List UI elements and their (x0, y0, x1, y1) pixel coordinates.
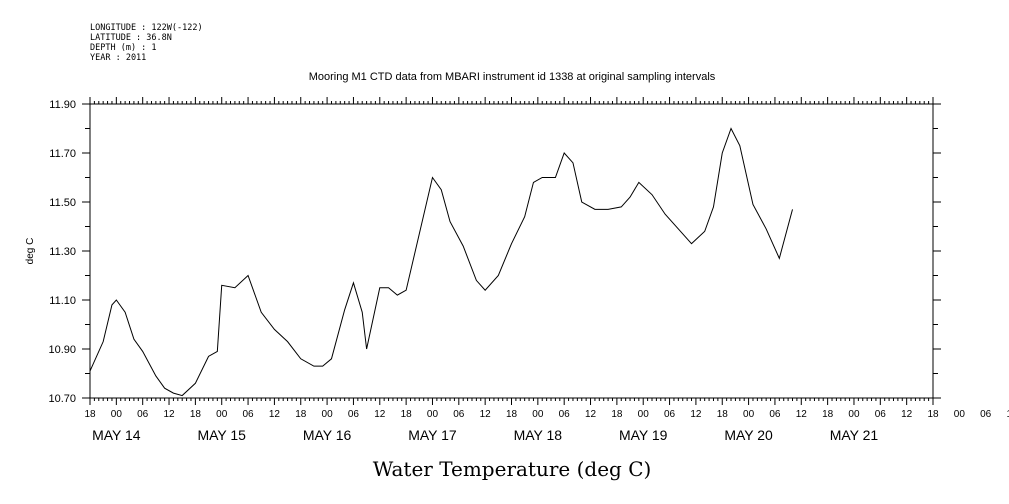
y-tick-label: 10.90 (48, 344, 76, 356)
x-tick-labels: 18 00 06 12 18 00 06 12 18 00 06 12 18 00 06 12 18 00 06 12… (84, 409, 1009, 420)
metadata-block: LONGITUDE : 122W(-122) LATITUDE : 36.8N … (90, 23, 203, 63)
x-hour-label: 12 (1006, 409, 1009, 420)
x-hour-label: 06 (769, 409, 781, 420)
x-hour-label: 12 (269, 409, 281, 420)
y-axis-label: deg C (25, 238, 36, 265)
y-tick-label: 11.50 (49, 197, 76, 209)
x-day-label: MAY 15 (197, 427, 246, 443)
x-hour-label: 06 (137, 409, 149, 420)
x-hour-label: 00 (638, 409, 650, 420)
x-day-label: MAY 18 (514, 427, 563, 443)
y-tick-label: 11.10 (49, 295, 76, 307)
x-day-labels: MAY 14 MAY 15 MAY 16 MAY 17 MAY 18 MAY 19 MAY … (92, 427, 878, 443)
temperature-series-line (89, 127, 793, 397)
x-hour-label: 06 (243, 409, 255, 420)
chart-title: Mooring M1 CTD data from MBARI instrumen… (309, 71, 716, 83)
x-hour-label: 06 (875, 409, 887, 420)
x-hour-label: 12 (374, 409, 386, 420)
x-hour-label: 18 (506, 409, 518, 420)
x-hour-label: 06 (980, 409, 992, 420)
x-axis-label: Water Temperature (deg C) (373, 457, 652, 481)
x-hour-label: 12 (163, 409, 175, 420)
x-hour-label: 00 (954, 409, 966, 420)
y-tick-labels: 10.70 10.90 11.10 11.30 11.50 11.70 11.90 (48, 99, 76, 405)
axis-ticks (82, 97, 941, 405)
meta-line-depth: DEPTH (m) : 1 (90, 43, 157, 53)
y-tick-label: 11.30 (49, 246, 76, 258)
x-hour-label: 12 (901, 409, 913, 420)
x-day-label: MAY 14 (92, 427, 141, 443)
x-hour-label: 18 (717, 409, 729, 420)
x-hour-label: 18 (611, 409, 623, 420)
x-day-label: MAY 21 (830, 427, 879, 443)
x-hour-label: 12 (480, 409, 492, 420)
x-day-label: MAY 17 (408, 427, 457, 443)
x-hour-label: 00 (743, 409, 755, 420)
x-hour-label: 18 (84, 409, 96, 420)
x-hour-label: 18 (822, 409, 834, 420)
x-hour-label: 06 (664, 409, 676, 420)
y-tick-label: 11.70 (49, 148, 76, 160)
x-hour-label: 00 (532, 409, 544, 420)
x-hour-label: 12 (796, 409, 808, 420)
meta-line-latitude: LATITUDE : 36.8N (90, 33, 172, 43)
x-hour-label: 00 (322, 409, 334, 420)
x-hour-label: 06 (453, 409, 465, 420)
y-tick-label: 11.90 (49, 99, 76, 111)
x-hour-label: 18 (190, 409, 202, 420)
x-hour-label: 00 (111, 409, 123, 420)
meta-line-longitude: LONGITUDE : 122W(-122) (90, 23, 203, 33)
x-hour-label: 00 (848, 409, 860, 420)
x-day-label: MAY 19 (619, 427, 668, 443)
x-hour-label: 18 (295, 409, 307, 420)
x-hour-label: 12 (690, 409, 702, 420)
x-hour-label: 00 (427, 409, 439, 420)
x-day-label: MAY 20 (724, 427, 773, 443)
plot-frame (89, 103, 934, 399)
x-hour-label: 18 (927, 409, 939, 420)
meta-line-year: YEAR : 2011 (90, 53, 146, 63)
x-hour-label: 12 (585, 409, 597, 420)
x-hour-label: 00 (216, 409, 228, 420)
y-tick-label: 10.70 (48, 393, 76, 405)
x-day-label: MAY 16 (303, 427, 352, 443)
x-hour-label: 06 (559, 409, 571, 420)
x-hour-label: 18 (401, 409, 413, 420)
x-hour-label: 06 (348, 409, 360, 420)
